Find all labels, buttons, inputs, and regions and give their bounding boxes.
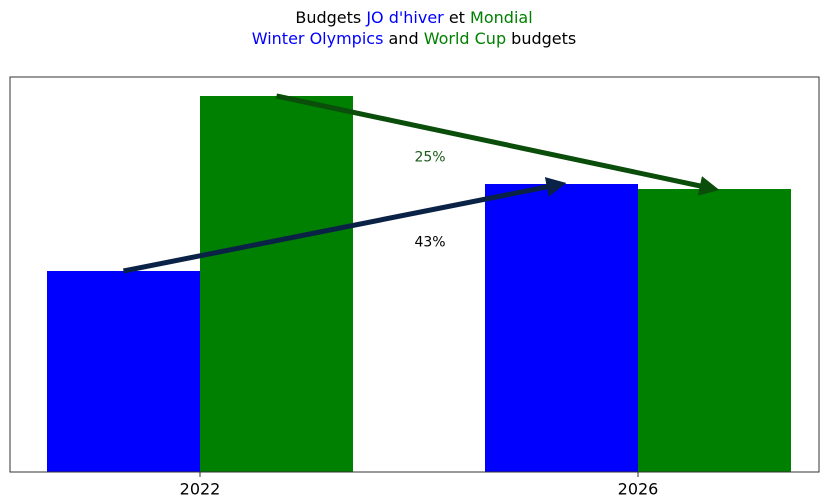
plot-frame [9, 76, 820, 473]
x-tick-label: 2022 [180, 480, 221, 498]
change-label: 43% [414, 235, 445, 251]
title-part: JO d'hiver [365, 8, 444, 27]
title-part: Mondial [470, 8, 533, 27]
x-tick-label: 2026 [618, 480, 659, 498]
bar [638, 189, 791, 472]
title-part: Budgets [295, 8, 366, 27]
title-part: World Cup [424, 29, 506, 48]
title-part: and [383, 29, 423, 48]
title-part: budgets [506, 29, 576, 48]
bar [200, 96, 353, 472]
change-label: 25% [414, 150, 445, 166]
change-arrow [123, 177, 567, 274]
title-part: et [444, 8, 470, 27]
bar [485, 184, 638, 472]
chart-title: Winter Olympics and World Cup budgets [252, 29, 577, 48]
bar [47, 271, 200, 472]
chart-title: Budgets JO d'hiver et Mondial [295, 8, 532, 27]
change-arrow [275, 93, 720, 196]
title-part: Winter Olympics [252, 29, 384, 48]
